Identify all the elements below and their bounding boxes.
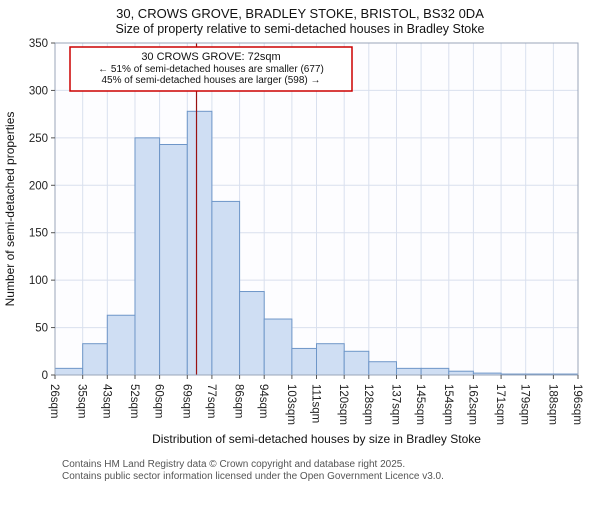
y-axis-title: Number of semi-detached properties bbox=[3, 112, 17, 307]
svg-text:154sqm: 154sqm bbox=[442, 384, 454, 425]
chart-subtitle: Size of property relative to semi-detach… bbox=[115, 22, 485, 36]
bar bbox=[54, 367, 84, 376]
svg-text:200: 200 bbox=[29, 180, 48, 192]
svg-text:43sqm: 43sqm bbox=[100, 384, 112, 419]
svg-text:188sqm: 188sqm bbox=[546, 384, 558, 425]
chart-page: 30, CROWS GROVE, BRADLEY STOKE, BRISTOL,… bbox=[0, 6, 600, 506]
svg-text:137sqm: 137sqm bbox=[389, 384, 401, 425]
svg-text:196sqm: 196sqm bbox=[571, 384, 583, 425]
bar bbox=[263, 318, 293, 376]
svg-text:100: 100 bbox=[29, 275, 48, 287]
footer-line1: Contains HM Land Registry data © Crown c… bbox=[62, 459, 406, 470]
svg-text:52sqm: 52sqm bbox=[128, 384, 140, 419]
svg-text:120sqm: 120sqm bbox=[337, 384, 349, 425]
svg-text:162sqm: 162sqm bbox=[466, 384, 478, 425]
svg-text:150: 150 bbox=[29, 228, 48, 240]
bar bbox=[82, 343, 108, 376]
annotation-line2: ← 51% of semi-detached houses are smalle… bbox=[98, 64, 324, 75]
histogram-bars bbox=[54, 110, 579, 376]
bar bbox=[106, 314, 136, 376]
bar bbox=[343, 350, 370, 376]
svg-text:103sqm: 103sqm bbox=[285, 384, 297, 425]
x-axis-title: Distribution of semi-detached houses by … bbox=[152, 432, 481, 446]
svg-text:69sqm: 69sqm bbox=[180, 384, 192, 419]
annotation-line3: 45% of semi-detached houses are larger (… bbox=[101, 75, 320, 86]
svg-text:50: 50 bbox=[35, 323, 48, 335]
y-axis: 0 50 100 150 200 250 300 350 bbox=[29, 38, 55, 382]
svg-text:0: 0 bbox=[42, 370, 48, 382]
annotation-line1: 30 CROWS GROVE: 72sqm bbox=[141, 51, 280, 63]
svg-text:171sqm: 171sqm bbox=[494, 384, 506, 425]
svg-text:26sqm: 26sqm bbox=[48, 384, 60, 419]
chart-title: 30, CROWS GROVE, BRADLEY STOKE, BRISTOL,… bbox=[116, 6, 484, 21]
bar bbox=[134, 137, 161, 376]
bar bbox=[368, 361, 397, 376]
bar bbox=[395, 367, 422, 376]
bar bbox=[211, 200, 241, 376]
svg-text:145sqm: 145sqm bbox=[414, 384, 426, 425]
svg-text:60sqm: 60sqm bbox=[153, 384, 165, 419]
svg-text:77sqm: 77sqm bbox=[205, 384, 217, 419]
svg-text:250: 250 bbox=[29, 133, 48, 145]
bar bbox=[186, 110, 213, 376]
bar bbox=[159, 143, 188, 376]
bar bbox=[239, 291, 265, 376]
svg-text:128sqm: 128sqm bbox=[362, 384, 374, 425]
chart-footer: Contains HM Land Registry data © Crown c… bbox=[62, 459, 600, 483]
svg-text:111sqm: 111sqm bbox=[310, 384, 322, 423]
svg-text:35sqm: 35sqm bbox=[76, 384, 88, 419]
x-axis: 26sqm 35sqm 43sqm 52sqm 60sqm 69sqm 77sqm 86sqm… bbox=[48, 375, 583, 425]
svg-text:350: 350 bbox=[29, 38, 48, 50]
svg-text:86sqm: 86sqm bbox=[233, 384, 245, 419]
bar bbox=[420, 367, 450, 376]
annotation-box: 30 CROWS GROVE: 72sqm← 51% of semi-detac… bbox=[69, 46, 353, 92]
footer-line2: Contains public sector information licen… bbox=[62, 471, 444, 482]
histogram-chart: 30 CROWS GROVE: 72sqm← 51% of semi-detac… bbox=[3, 38, 583, 446]
bar bbox=[291, 347, 318, 376]
svg-text:179sqm: 179sqm bbox=[519, 384, 531, 425]
bar bbox=[316, 343, 345, 376]
svg-text:94sqm: 94sqm bbox=[257, 384, 269, 419]
bar bbox=[448, 370, 474, 376]
svg-text:300: 300 bbox=[29, 85, 48, 97]
